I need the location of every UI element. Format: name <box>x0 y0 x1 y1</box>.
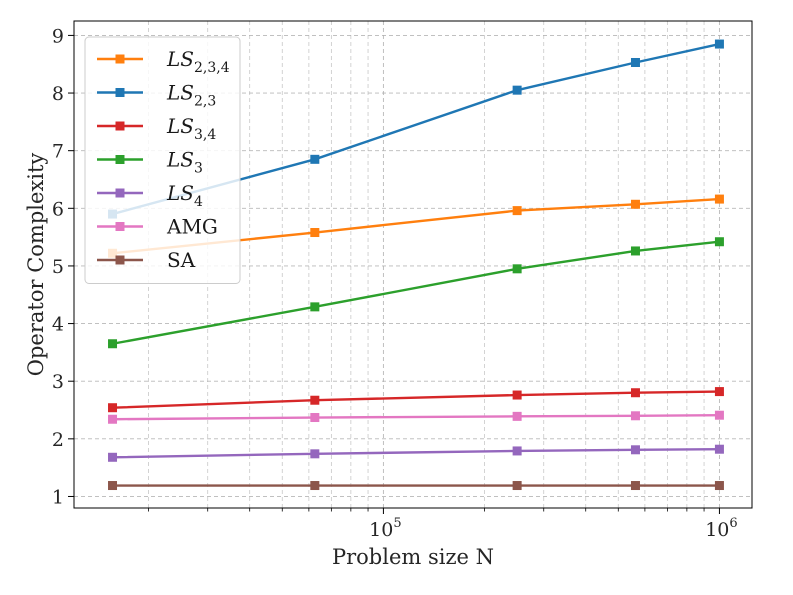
data-point <box>512 390 522 400</box>
data-point <box>630 199 640 209</box>
data-point <box>108 414 118 424</box>
data-point <box>108 481 118 491</box>
y-tick-label: 7 <box>52 141 64 163</box>
data-point <box>630 246 640 256</box>
legend-label: SA <box>167 248 196 272</box>
data-point <box>310 449 320 459</box>
data-point <box>310 228 320 238</box>
series-ls-3-4- <box>108 387 724 413</box>
legend-item: LS2,3 <box>97 81 216 110</box>
legend-label: LS4 <box>166 181 203 210</box>
series-line <box>112 414 720 421</box>
data-point <box>310 154 320 164</box>
legend-label: LS2,3,4 <box>166 47 230 76</box>
series-sa <box>108 481 724 491</box>
data-point <box>310 395 320 405</box>
legend-box <box>84 36 241 284</box>
legend-label: AMG <box>166 215 218 239</box>
legend-label: LS2,3 <box>166 81 216 110</box>
data-point <box>512 411 522 421</box>
data-point <box>310 302 320 312</box>
legend-item: LS4 <box>97 181 203 210</box>
legend: LS2,3,4 LS2,3 LS3,4 LS3 LS4 AMG SA <box>84 36 241 284</box>
data-point <box>714 481 724 491</box>
legend-marker <box>115 188 125 198</box>
x-axis-label: Problem size N <box>332 545 494 569</box>
axis-ticks: 105 106 1 2 3 4 5 6 7 8 9 <box>52 25 738 541</box>
plot-frame <box>73 20 753 509</box>
data-point <box>512 264 522 274</box>
series-line <box>112 448 720 459</box>
series-amg <box>108 410 724 424</box>
data-point <box>108 452 118 462</box>
legend-item: LS2,3,4 <box>97 47 230 76</box>
y-tick-label: 4 <box>52 314 64 336</box>
y-axis-label: Operator Complexity <box>24 153 48 377</box>
data-point <box>714 387 724 397</box>
data-point <box>714 410 724 420</box>
data-point <box>714 237 724 247</box>
data-point <box>108 339 118 349</box>
data-point <box>630 445 640 455</box>
data-point <box>630 481 640 491</box>
legend-label: LS3,4 <box>166 114 216 143</box>
legend-marker <box>115 155 125 164</box>
data-point <box>310 413 320 423</box>
data-point <box>630 388 640 398</box>
x-tick-label: 105 <box>369 516 401 541</box>
data-point <box>512 85 522 95</box>
series-layer <box>108 39 724 491</box>
legend-item: AMG <box>97 215 218 239</box>
data-point <box>512 446 522 456</box>
legend-marker <box>115 222 125 231</box>
y-tick-label: 2 <box>52 429 64 451</box>
data-point <box>310 481 320 491</box>
y-tick-label: 5 <box>52 256 64 278</box>
series-ls-4 <box>108 444 724 462</box>
y-tick-label: 8 <box>52 83 64 105</box>
legend-marker <box>115 255 125 265</box>
legend-item: LS3 <box>97 148 203 177</box>
legend-label: LS3 <box>166 148 203 177</box>
data-point <box>630 57 640 67</box>
y-tick-label: 9 <box>52 25 64 47</box>
data-point <box>714 444 724 454</box>
legend-marker <box>115 54 125 64</box>
y-tick-label: 1 <box>52 486 64 508</box>
data-point <box>512 481 522 491</box>
y-tick-label: 6 <box>52 198 64 220</box>
data-point <box>714 39 724 49</box>
series-line <box>112 390 720 409</box>
legend-marker <box>115 121 125 131</box>
series-ls-3 <box>108 237 724 349</box>
data-point <box>714 194 724 204</box>
legend-item: SA <box>97 248 196 272</box>
y-tick-label: 3 <box>52 371 64 393</box>
x-tick-label: 106 <box>705 516 737 541</box>
legend-marker <box>115 88 125 97</box>
legend-item: LS3,4 <box>97 114 216 143</box>
data-point <box>630 411 640 421</box>
data-point <box>108 403 118 413</box>
data-point <box>512 206 522 216</box>
